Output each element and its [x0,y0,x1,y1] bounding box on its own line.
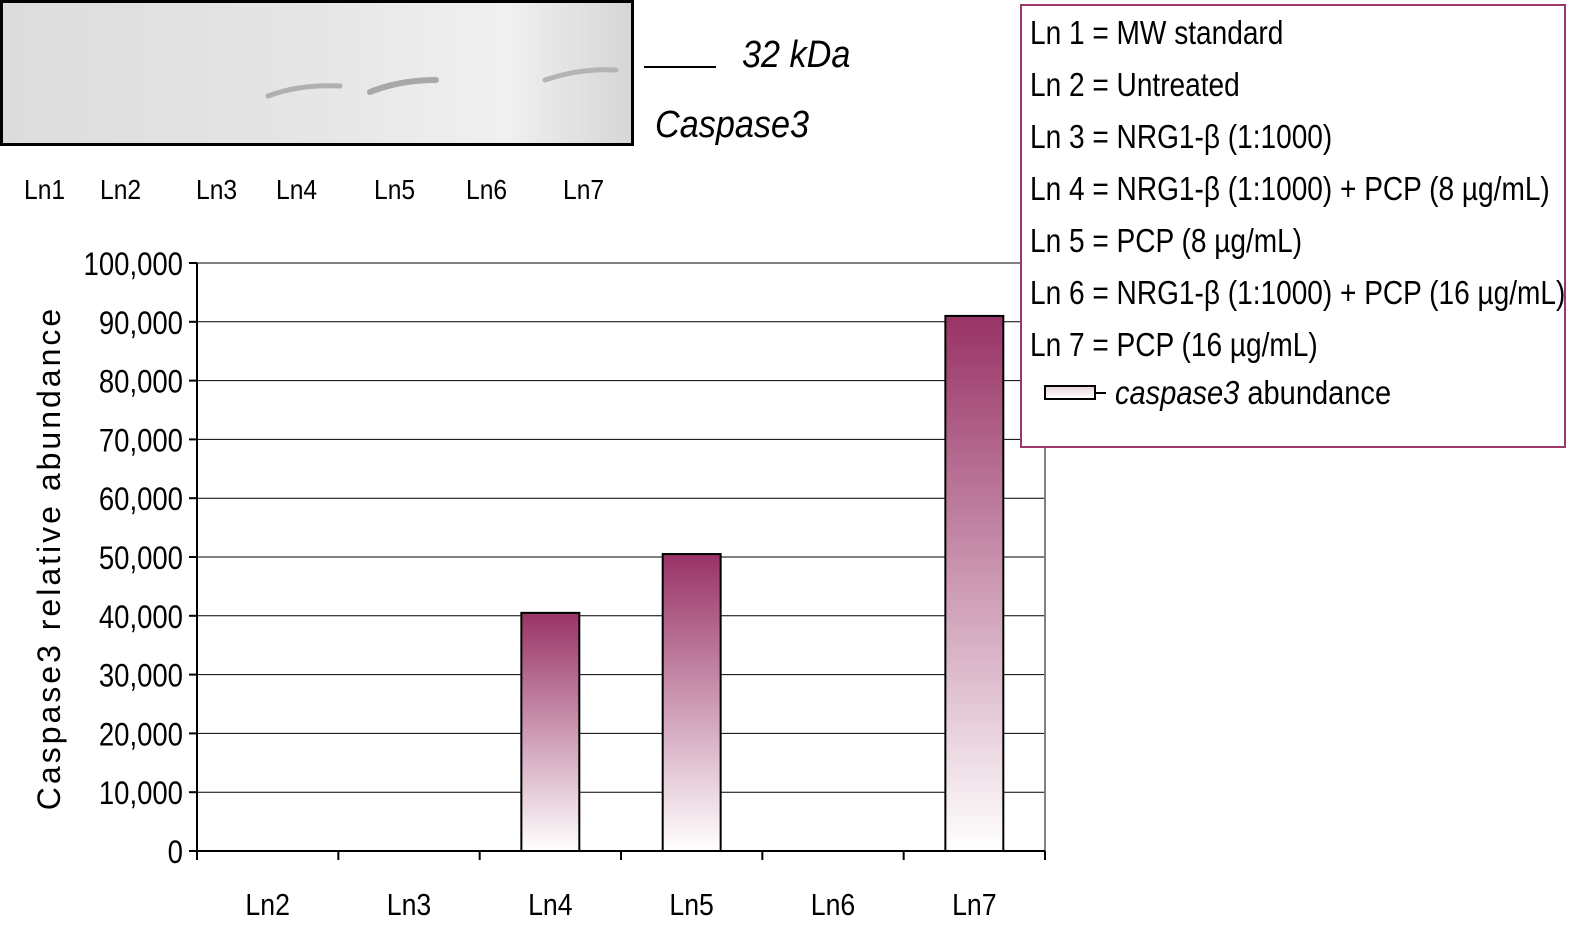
y-tick-label: 20,000 [99,718,183,753]
bar [944,314,1005,853]
legend-entry-ln4: Ln 4 = NRG1-β (1:1000) + PCP (8 µg/mL) [1030,170,1550,207]
western-blot-image [0,0,634,146]
legend-entry-ln1: Ln 1 = MW standard [1030,14,1284,51]
legend-series-key: caspase3 abundance [1115,374,1391,412]
bar [661,553,722,852]
axis-labels: 0 10,000 20,000 30,000 40,000 50,000 60,000 70,… [84,247,997,922]
legend-swatch [1044,385,1096,400]
y-tick-label: 30,000 [99,659,183,694]
legend-swatch-tick [1096,392,1106,394]
y-tick-label: 80,000 [99,365,183,400]
x-tick-label: Ln5 [669,888,713,922]
x-tick-label: Ln7 [952,888,996,922]
gridlines [197,262,1045,793]
blot-lane-label: Ln6 [466,174,508,205]
blot-lane-label: Ln3 [196,174,238,205]
blot-lane-label: Ln2 [100,174,142,205]
marker-label: 32 kDa [742,34,851,76]
bars [520,314,1005,853]
x-tick-label: Ln3 [387,888,431,922]
marker-line [644,66,716,68]
legend-entry-ln3: Ln 3 = NRG1-β (1:1000) [1030,118,1333,155]
y-tick-label: 40,000 [99,600,183,635]
y-tick-label: 0 [168,835,183,870]
y-tick-label: 90,000 [99,306,183,341]
blot-lane-label: Ln4 [276,174,318,205]
x-tick-label: Ln4 [528,888,572,922]
legend-series-key-rest: abundance [1239,374,1392,411]
blot-band-ln5 [367,77,439,95]
bar [520,611,581,852]
legend-entry-ln5: Ln 5 = PCP (8 µg/mL) [1030,222,1303,259]
legend-entry-ln7: Ln 7 = PCP (16 µg/mL) [1030,326,1318,363]
legend-series-key-italic: caspase3 [1115,374,1240,411]
axes [189,262,1046,860]
blot-band-ln4 [265,83,343,99]
y-tick-label: 100,000 [84,247,183,282]
legend-entry-ln2: Ln 2 = Untreated [1030,66,1240,103]
y-axis-title: Caspase3 relative abundance [31,306,67,810]
legend-entry-ln6: Ln 6 = NRG1-β (1:1000) + PCP (16 µg/mL) [1030,274,1566,311]
y-tick-label: 60,000 [99,482,183,517]
blot-band-ln7 [542,67,619,83]
blot-lane-label: Ln7 [563,174,605,205]
y-tick-label: 50,000 [99,541,183,576]
y-tick-label: 10,000 [99,776,183,811]
protein-label: Caspase3 [655,104,810,146]
blot-lane-label: Ln5 [374,174,416,205]
x-tick-label: Ln6 [811,888,855,922]
legend: Ln 1 = MW standard Ln 2 = Untreated Ln 3… [1020,4,1566,448]
x-tick-label: Ln2 [245,888,289,922]
y-tick-label: 70,000 [99,424,183,459]
blot-lane-label: Ln1 [24,174,66,205]
